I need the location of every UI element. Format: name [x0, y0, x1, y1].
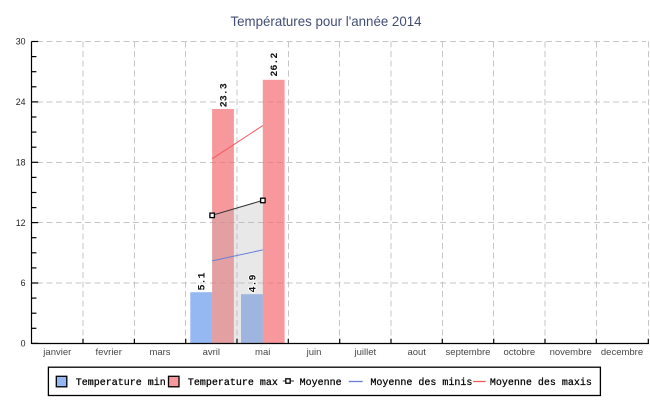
svg-text:janvier: janvier — [42, 347, 71, 358]
svg-text:Moyenne: Moyenne — [300, 378, 342, 389]
svg-text:septembre: septembre — [446, 347, 491, 358]
svg-text:mai: mai — [255, 347, 270, 358]
svg-text:Moyenne des minis: Moyenne des minis — [370, 377, 472, 389]
svg-text:fevrier: fevrier — [95, 347, 121, 358]
svg-text:18: 18 — [16, 158, 26, 168]
svg-text:Temperature min: Temperature min — [76, 377, 166, 389]
svg-text:24: 24 — [16, 97, 26, 107]
svg-text:Moyenne des maxis: Moyenne des maxis — [490, 377, 592, 389]
svg-text:juin: juin — [306, 347, 322, 358]
svg-text:0: 0 — [21, 339, 26, 349]
svg-text:6: 6 — [21, 278, 26, 288]
svg-text:juillet: juillet — [353, 347, 376, 358]
svg-text:4.9: 4.9 — [248, 274, 259, 292]
svg-text:26.2: 26.2 — [270, 53, 281, 77]
svg-text:decembre: decembre — [601, 347, 643, 358]
svg-text:Temperature max: Temperature max — [188, 378, 278, 389]
svg-text:octobre: octobre — [503, 347, 535, 358]
svg-text:30: 30 — [16, 37, 26, 47]
svg-text:Températures pour l'année 2014: Températures pour l'année 2014 — [231, 13, 422, 29]
svg-text:23.3: 23.3 — [220, 83, 231, 107]
svg-text:12: 12 — [16, 218, 26, 228]
svg-text:aout: aout — [407, 347, 426, 358]
svg-text:avril: avril — [203, 347, 220, 358]
svg-text:mars: mars — [149, 347, 170, 358]
svg-text:novembre: novembre — [550, 347, 592, 358]
svg-text:5.1: 5.1 — [198, 272, 209, 290]
